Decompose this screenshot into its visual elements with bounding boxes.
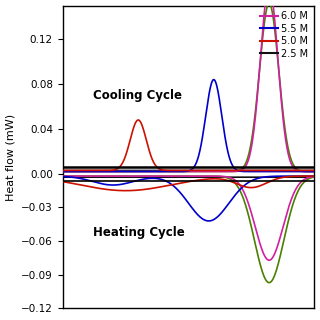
Text: Cooling Cycle: Cooling Cycle <box>93 90 182 102</box>
Y-axis label: Heat flow (mW): Heat flow (mW) <box>5 113 16 201</box>
Text: Heating Cycle: Heating Cycle <box>93 226 185 239</box>
Legend: 6.0 M, 5.5 M, 5.0 M, 2.5 M: 6.0 M, 5.5 M, 5.0 M, 2.5 M <box>259 11 309 60</box>
